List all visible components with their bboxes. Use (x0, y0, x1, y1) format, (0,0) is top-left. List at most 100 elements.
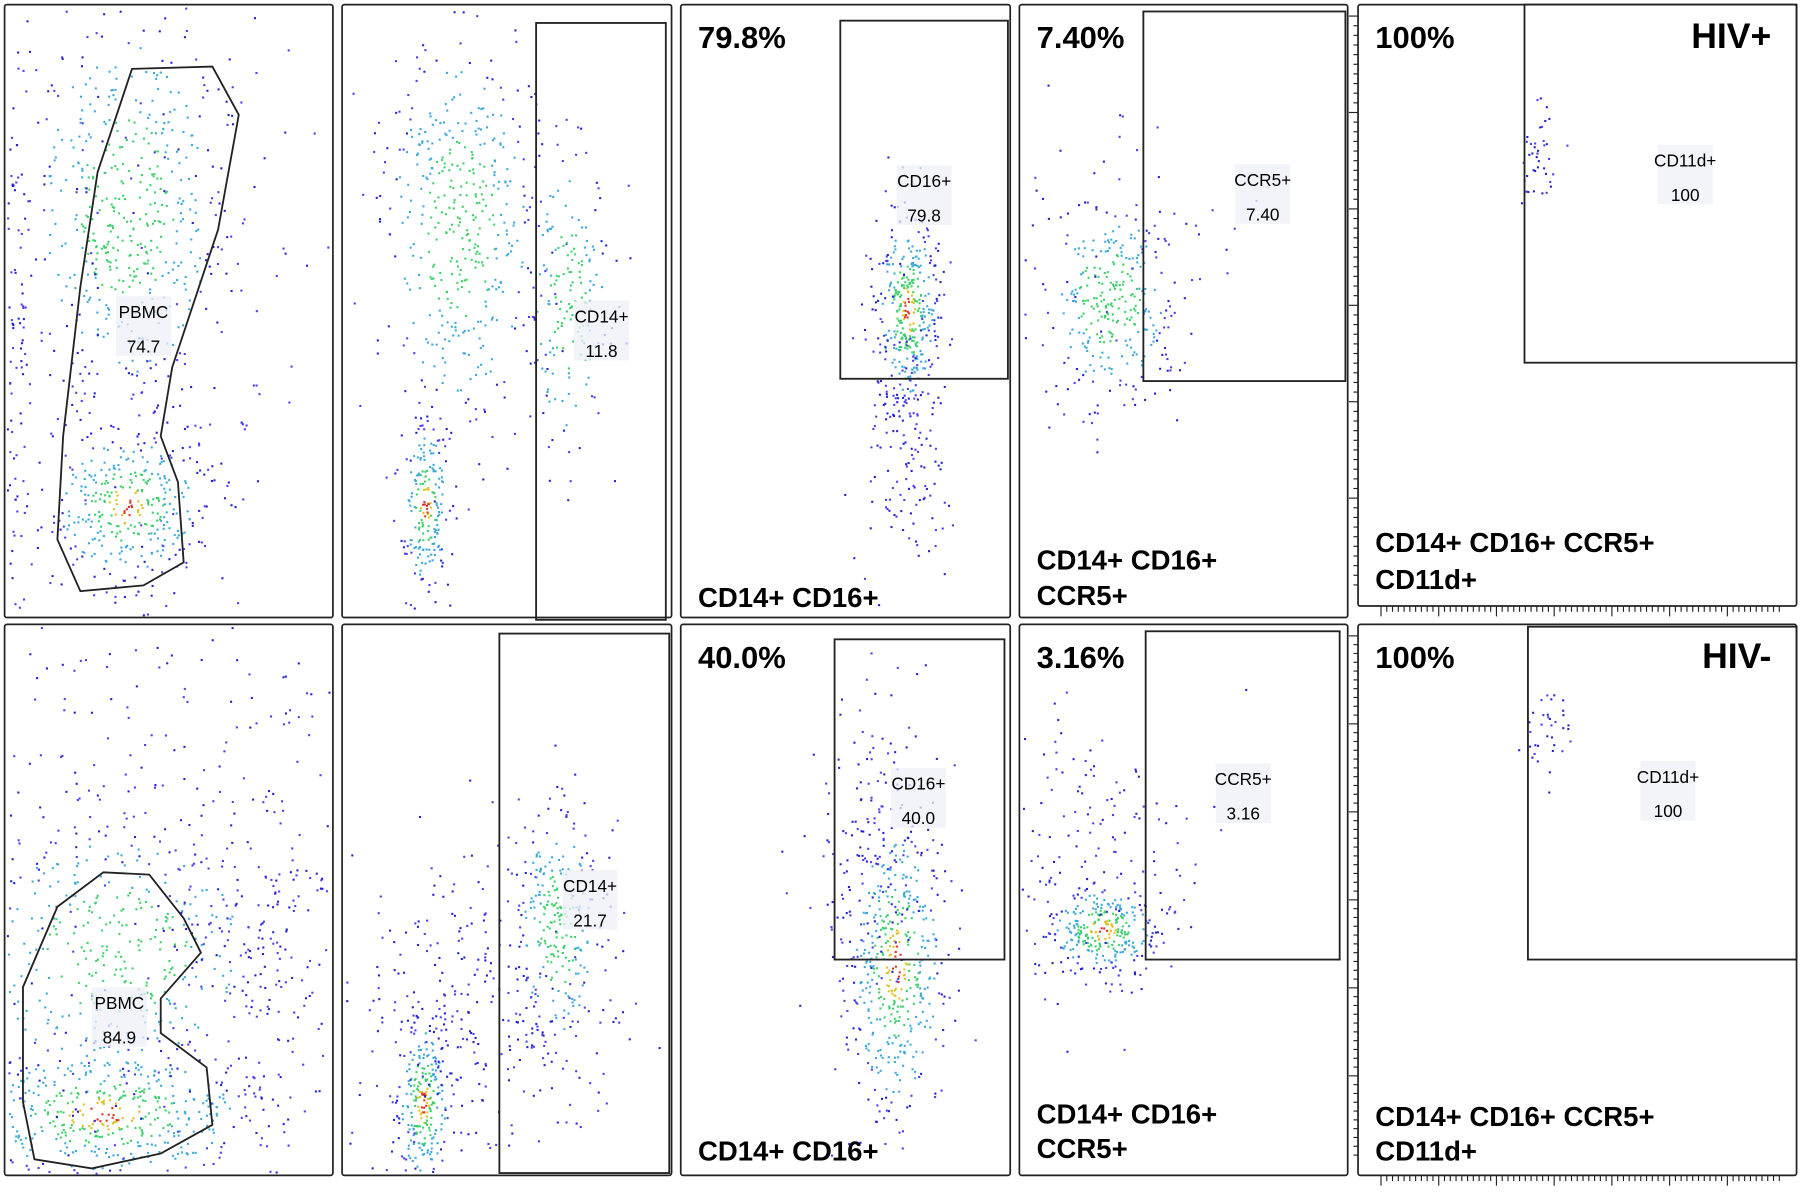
event-dot (208, 265, 211, 268)
event-dot (59, 1110, 62, 1113)
event-dot (913, 336, 916, 339)
event-dot (468, 61, 471, 65)
event-dot (271, 1098, 274, 1101)
event-dot (83, 477, 86, 481)
event-dot (426, 1101, 429, 1104)
event-dot (415, 1071, 418, 1074)
event-dot (1098, 310, 1101, 313)
event-dot (9, 360, 12, 363)
event-dot (423, 455, 426, 458)
event-dot (421, 1093, 424, 1096)
event-dot (8, 306, 11, 309)
event-dot (28, 200, 31, 203)
event-dot (1117, 307, 1120, 310)
event-dot (1132, 385, 1135, 388)
event-dot (569, 983, 572, 986)
event-dot (564, 992, 567, 995)
event-dot (538, 1015, 541, 1018)
event-dot (81, 246, 84, 249)
event-dot (450, 179, 453, 182)
event-dot (393, 519, 396, 522)
event-dot (156, 1037, 159, 1040)
event-dot (10, 136, 13, 139)
event-dot (89, 1132, 92, 1135)
event-dot (121, 861, 124, 864)
event-dot (161, 203, 164, 207)
event-dot (561, 787, 564, 790)
event-dot (71, 468, 74, 471)
event-dot (889, 415, 892, 418)
event-dot (417, 1000, 420, 1004)
event-dot (39, 806, 42, 809)
event-dot (922, 905, 925, 909)
event-dot (349, 1142, 352, 1145)
event-dot (144, 900, 148, 903)
event-dot (459, 389, 462, 392)
event-dot (453, 914, 456, 917)
event-dot (138, 1105, 141, 1108)
event-dot (261, 953, 265, 956)
event-dot (575, 234, 578, 237)
event-dot (166, 1169, 169, 1172)
event-dot (423, 1099, 426, 1102)
event-dot (210, 1142, 214, 1145)
event-dot (950, 880, 953, 883)
event-dot (575, 947, 578, 950)
event-dot (235, 902, 238, 905)
event-dot (629, 257, 632, 260)
event-dot (177, 326, 180, 329)
event-dot (589, 280, 592, 283)
event-dot (919, 264, 922, 267)
event-dot (425, 1041, 428, 1044)
panel-frame (341, 623, 673, 1177)
event-dot (1056, 403, 1059, 406)
event-dot (513, 327, 517, 330)
event-dot (112, 477, 115, 480)
event-dot (929, 444, 932, 447)
event-dot (223, 750, 226, 753)
event-dot (184, 1112, 187, 1115)
event-dot (874, 309, 877, 312)
event-dot (580, 260, 583, 263)
event-dot (74, 1086, 78, 1089)
event-dot (491, 193, 494, 196)
event-dot (128, 285, 131, 288)
event-dot (1065, 242, 1068, 245)
event-dot (143, 381, 146, 385)
event-dot (1140, 364, 1144, 367)
event-dot (246, 981, 249, 984)
event-dot (398, 1117, 401, 1120)
event-dot (520, 913, 523, 917)
event-dot (1144, 287, 1147, 291)
event-dot (416, 1087, 419, 1090)
event-dot (882, 837, 885, 840)
event-dot (419, 1131, 422, 1134)
event-dot (555, 279, 558, 282)
event-dot (939, 402, 942, 405)
event-dot (898, 308, 901, 311)
event-dot (434, 226, 437, 229)
event-dot (569, 284, 573, 287)
event-dot (163, 539, 166, 542)
event-dot (291, 859, 294, 862)
event-dot (578, 276, 581, 279)
event-dot (1112, 285, 1116, 288)
event-dot (140, 1134, 143, 1137)
event-dot (422, 548, 425, 551)
event-dot (929, 1026, 932, 1029)
event-dot (279, 945, 282, 948)
event-dot (188, 983, 191, 986)
event-dot (123, 522, 126, 525)
event-dot (451, 136, 454, 139)
event-dot (529, 415, 532, 418)
event-dot (130, 844, 133, 847)
event-dot (1101, 335, 1104, 338)
event-dot (548, 797, 552, 800)
event-dot (483, 87, 486, 90)
event-dot (567, 367, 570, 370)
event-dot (491, 801, 494, 804)
event-dot (871, 941, 874, 944)
event-dot (609, 999, 612, 1002)
event-dot (578, 863, 581, 866)
